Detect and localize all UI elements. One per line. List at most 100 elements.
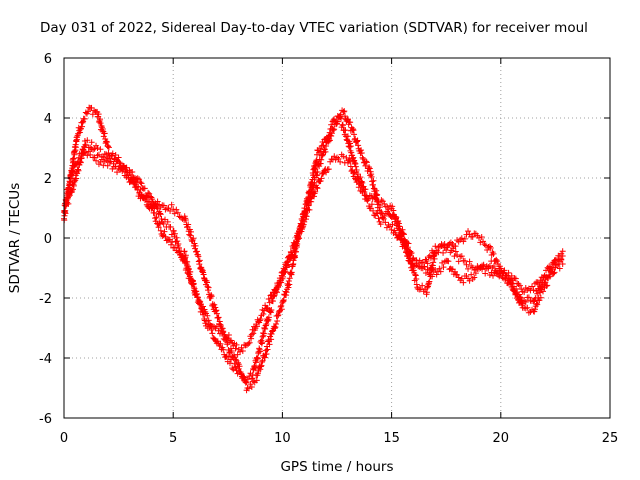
data-point (521, 289, 528, 296)
data-point (480, 238, 487, 245)
data-point (225, 353, 232, 360)
data-point (541, 272, 548, 279)
data-point (253, 323, 260, 330)
data-point (91, 145, 98, 152)
data-point (90, 146, 97, 153)
data-point (162, 233, 169, 240)
data-point (274, 312, 281, 319)
data-point (264, 305, 271, 312)
data-point (266, 299, 273, 306)
data-point (259, 357, 266, 364)
data-point (319, 152, 326, 159)
data-point (339, 121, 346, 128)
data-point (469, 233, 476, 240)
data-point (445, 258, 452, 265)
data-point (330, 117, 337, 124)
data-point (486, 243, 493, 250)
data-point (220, 346, 227, 353)
data-point (471, 274, 478, 281)
data-point (174, 209, 181, 216)
data-point (305, 202, 312, 209)
data-point (303, 213, 310, 220)
data-point (268, 306, 275, 313)
data-point (157, 211, 164, 218)
data-point (426, 269, 433, 276)
data-point (123, 164, 130, 171)
data-point (258, 362, 265, 369)
data-point (192, 242, 199, 249)
data-point (389, 203, 396, 210)
data-point (278, 302, 285, 309)
data-point (422, 256, 429, 263)
data-point (157, 227, 164, 234)
data-point (97, 120, 104, 127)
y-axis-label: SDTVAR / TECUs (7, 183, 23, 293)
data-point (65, 200, 72, 207)
data-point (293, 238, 300, 245)
data-point (176, 248, 183, 255)
data-point (269, 328, 276, 335)
data-point (426, 278, 433, 285)
data-point (424, 260, 431, 267)
data-point (468, 271, 475, 278)
data-point (170, 227, 177, 234)
data-point (325, 133, 332, 140)
data-point (265, 295, 272, 302)
data-point (87, 151, 94, 158)
data-point (427, 265, 434, 272)
data-point (537, 294, 544, 301)
data-point (188, 228, 195, 235)
data-point (482, 242, 489, 249)
data-point (405, 249, 412, 256)
data-point (321, 146, 328, 153)
data-point (298, 226, 305, 233)
data-point (288, 269, 295, 276)
data-point (228, 347, 235, 354)
data-point (145, 189, 152, 196)
data-point (272, 321, 279, 328)
data-point (257, 316, 264, 323)
data-point (314, 169, 321, 176)
data-point (138, 180, 145, 187)
data-point (95, 111, 102, 118)
data-point (256, 317, 263, 324)
data-point (302, 216, 309, 223)
data-point (337, 111, 344, 118)
data-point (79, 119, 86, 126)
data-point (518, 286, 525, 293)
data-point (340, 153, 347, 160)
data-point (190, 284, 197, 291)
data-point (62, 210, 69, 217)
data-point (81, 115, 88, 122)
data-point (185, 221, 192, 228)
data-point (431, 255, 438, 262)
data-point (525, 294, 532, 301)
data-point (129, 169, 136, 176)
data-point (366, 165, 373, 172)
data-point (208, 292, 215, 299)
data-point (544, 282, 551, 289)
data-point (405, 240, 412, 247)
data-point (530, 287, 537, 294)
data-point (72, 144, 79, 151)
data-point (351, 169, 358, 176)
data-point (281, 269, 288, 276)
data-point (342, 113, 349, 120)
data-point (253, 377, 260, 384)
data-point (388, 226, 395, 233)
data-point (196, 298, 203, 305)
data-point (504, 279, 511, 286)
data-point (205, 284, 212, 291)
data-point (412, 271, 419, 278)
data-point (141, 196, 148, 203)
data-point (155, 224, 162, 231)
data-point (465, 228, 472, 235)
data-point (289, 252, 296, 259)
data-point (534, 301, 541, 308)
data-point (319, 170, 326, 177)
x-tick-label: 5 (169, 431, 177, 446)
data-point (382, 203, 389, 210)
data-point (318, 175, 325, 182)
data-point (189, 277, 196, 284)
